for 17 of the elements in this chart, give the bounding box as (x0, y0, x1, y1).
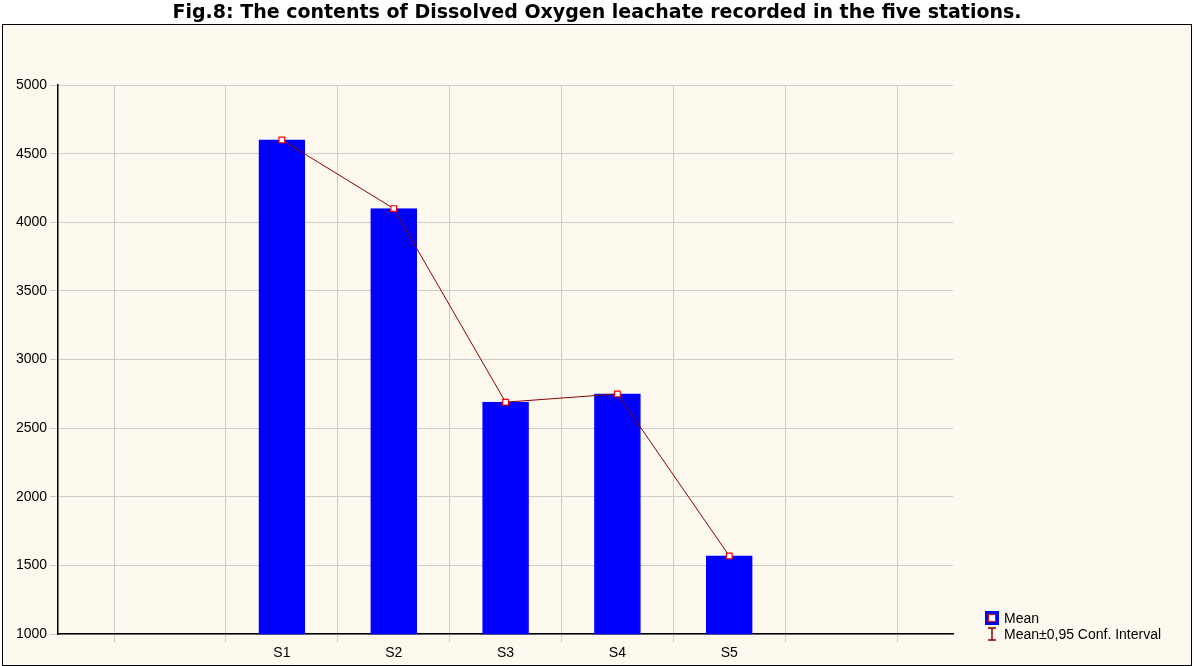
y-tick-label: 2000 (15, 487, 48, 504)
text: Mean±0,95 Conf. Interval (1004, 626, 1162, 642)
y-tick-label: 3000 (15, 350, 48, 367)
y-tick-label: 5000 (15, 75, 48, 92)
x-tick-label: S3 (497, 644, 515, 661)
y-tick-label: 4000 (15, 213, 48, 230)
x-tick-label: S1 (273, 644, 291, 661)
x-tick-label: S4 (608, 644, 627, 661)
y-tick-label: 1500 (15, 556, 48, 573)
x-tick-label: S2 (385, 644, 403, 661)
y-tick-label: 2500 (15, 419, 48, 436)
y-tick-label: 3500 (15, 281, 48, 298)
legend-label: Mean (1004, 610, 1040, 626)
y-tick-label: 1000 (15, 625, 48, 642)
x-tick-label: S5 (720, 644, 739, 661)
y-tick-label: 4500 (15, 144, 48, 161)
chart-title: Fig.8: The contents of Dissolved Oxygen leachate recorded in the five stations. (171, 0, 1023, 24)
